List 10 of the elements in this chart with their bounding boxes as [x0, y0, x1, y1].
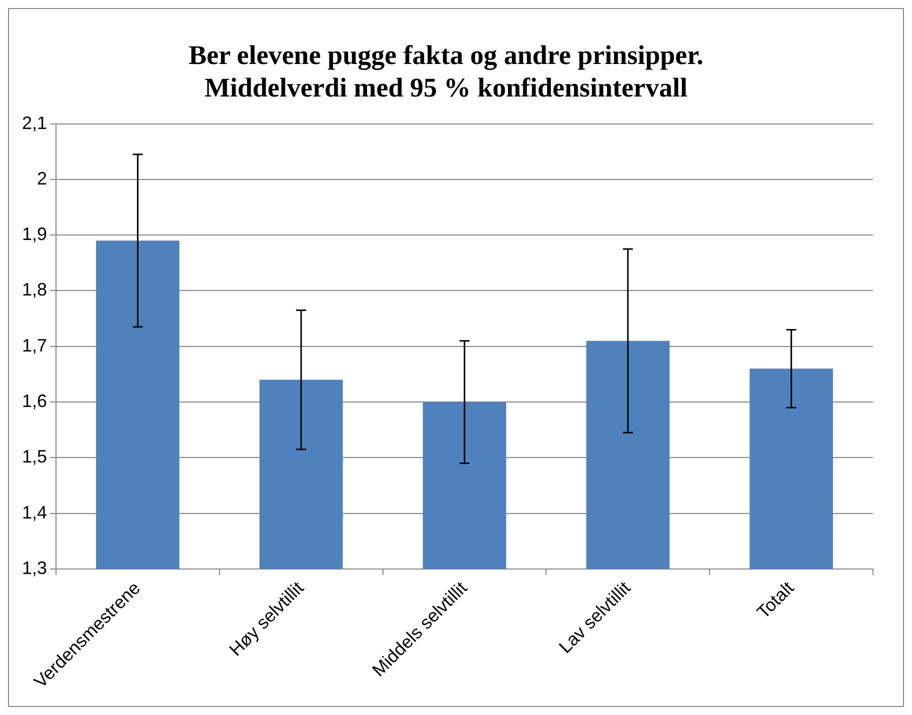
- y-tick-label: 1,5: [22, 446, 48, 467]
- y-tick-label: 2,1: [22, 112, 48, 133]
- y-tick-label: 1,6: [22, 391, 48, 411]
- y-tick-label: 1,4: [22, 502, 48, 522]
- chart-title: Ber elevene pugge fakta og andre prinsipper. Middelverdi med 95 % konfidensintervall: [188, 40, 704, 103]
- y-tick-label: 1,9: [22, 224, 48, 244]
- y-tick-label: 1,3: [22, 558, 48, 578]
- y-tick-label: 1,7: [22, 335, 48, 356]
- y-tick-label: 1,8: [22, 280, 48, 300]
- y-tick-label: 2: [37, 168, 48, 188]
